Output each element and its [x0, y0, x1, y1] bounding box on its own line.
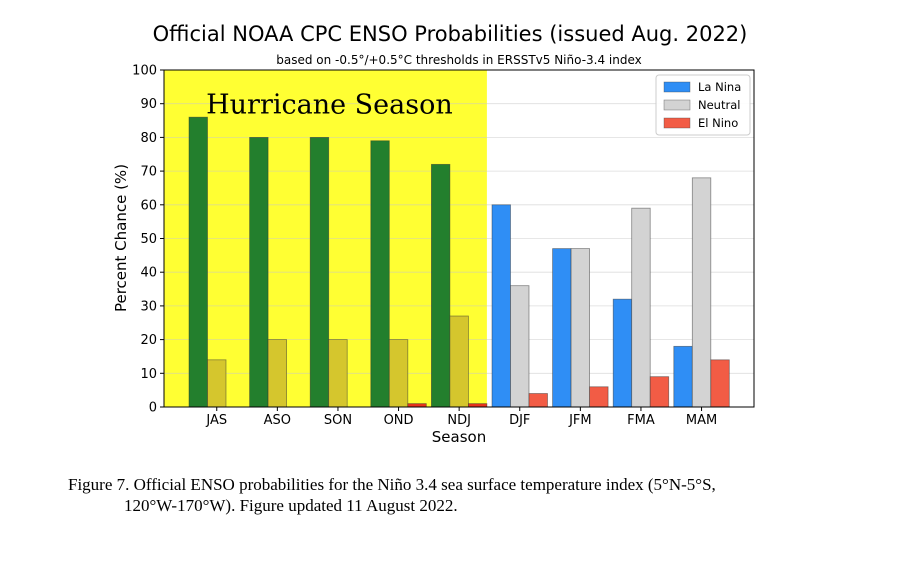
- y-tick-label-50: 50: [140, 232, 157, 247]
- caption-line-1: Figure 7. Official ENSO probabilities fo…: [68, 475, 716, 494]
- caption-line-2: 120°W-170°W). Figure updated 11 August 2…: [124, 496, 458, 515]
- x-axis: JAS ASO SON OND NDJ DJF JFM FMA MAM: [205, 407, 717, 428]
- bar-neutral-son: [328, 339, 348, 408]
- y-axis: 0 10 20 30 40 50 60 70 80 90 100: [132, 64, 164, 416]
- y-tick-label-0: 0: [149, 401, 157, 416]
- x-tick-label-ond: OND: [384, 413, 414, 428]
- legend-swatch-la-nina: [663, 81, 691, 93]
- x-tick-label-ndj: NDJ: [447, 413, 471, 428]
- legend-swatch-neutral: [663, 99, 691, 111]
- bar-la-nina-son: [309, 136, 330, 408]
- bar-neutral-ndj: [449, 315, 469, 408]
- bar-la-nina-djf: [491, 204, 511, 408]
- legend-label-la-nina: La Nina: [698, 80, 741, 94]
- x-tick-label-son: SON: [324, 413, 352, 428]
- bar-la-nina-jfm: [552, 248, 572, 408]
- y-axis-label: Percent Chance (%): [112, 164, 130, 312]
- y-tick-label-90: 90: [140, 97, 157, 112]
- bar-neutral-ond: [388, 339, 409, 408]
- y-tick-label-40: 40: [140, 266, 157, 281]
- y-tick-label-10: 10: [140, 367, 157, 382]
- x-tick-label-jas: JAS: [205, 413, 227, 428]
- bar-la-nina-ond: [370, 140, 390, 408]
- bar-neutral-jfm: [570, 248, 590, 408]
- bar-el-nino-ndj: [467, 403, 488, 408]
- bar-el-nino-ond: [407, 403, 427, 408]
- bar-neutral-djf: [510, 285, 530, 408]
- y-tick-label-100: 100: [132, 64, 157, 79]
- bar-la-nina-mam: [673, 345, 693, 408]
- chart-title: Official NOAA CPC ENSO Probabilities (is…: [153, 22, 748, 46]
- legend-label-neutral: Neutral: [698, 98, 740, 112]
- legend-label-el-nino: El Nino: [698, 116, 738, 130]
- x-tick-label-djf: DJF: [509, 413, 530, 428]
- y-tick-label-70: 70: [140, 165, 157, 180]
- x-tick-label-aso: ASO: [264, 413, 291, 428]
- bar-el-nino-mam: [710, 359, 730, 408]
- legend-swatch-el-nino: [663, 117, 691, 129]
- chart-subtitle: based on -0.5°/+0.5°C thresholds in ERSS…: [276, 53, 642, 67]
- bar-neutral-jas: [207, 359, 227, 408]
- bar-el-nino-djf: [528, 393, 548, 408]
- bars: [188, 116, 730, 408]
- bar-neutral-fma: [631, 207, 651, 408]
- y-tick-label-20: 20: [140, 333, 157, 348]
- highlight-label: Hurricane Season: [206, 90, 453, 121]
- bar-la-nina-ndj: [430, 163, 451, 408]
- bar-neutral-aso: [267, 339, 288, 408]
- x-tick-label-jfm: JFM: [568, 413, 592, 428]
- y-tick-label-60: 60: [140, 198, 157, 213]
- enso-probability-chart: Official NOAA CPC ENSO Probabilities (is…: [112, 22, 755, 446]
- bar-la-nina-jas: [188, 116, 208, 408]
- bar-el-nino-jfm: [589, 386, 609, 408]
- y-tick-label-30: 30: [140, 299, 157, 314]
- x-tick-label-fma: FMA: [627, 413, 655, 428]
- x-tick-label-mam: MAM: [686, 413, 717, 428]
- bar-el-nino-fma: [649, 376, 670, 408]
- bar-neutral-mam: [691, 177, 712, 408]
- bar-la-nina-aso: [249, 136, 269, 408]
- figure-caption: Figure 7. Official ENSO probabilities fo…: [68, 474, 868, 516]
- y-tick-label-80: 80: [140, 131, 157, 146]
- bar-la-nina-fma: [612, 298, 633, 408]
- x-axis-label: Season: [432, 428, 486, 446]
- legend: La Nina Neutral El Nino: [655, 74, 751, 136]
